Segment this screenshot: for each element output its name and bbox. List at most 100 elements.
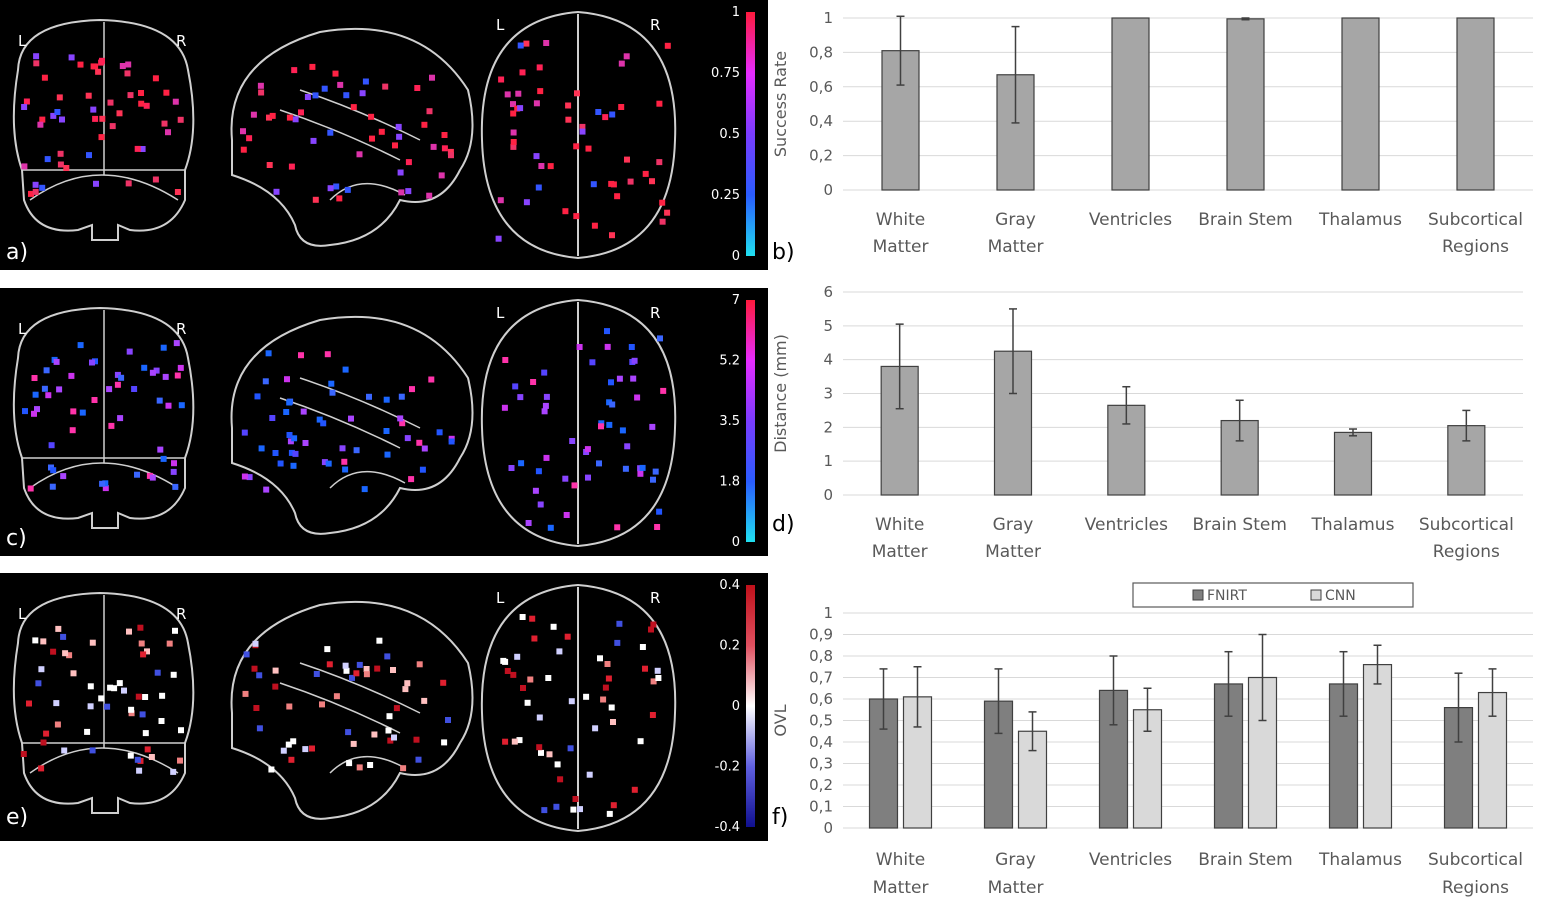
dot-marker	[292, 450, 299, 457]
dot-marker	[656, 159, 663, 166]
dot-marker	[134, 471, 140, 478]
dot-marker	[240, 128, 246, 135]
dot-marker	[291, 67, 298, 74]
dot-marker	[342, 366, 349, 373]
sagittal-outline	[230, 315, 474, 535]
dot-marker	[87, 683, 94, 690]
dot-marker	[659, 199, 666, 206]
dot-marker	[508, 465, 515, 471]
dot-marker	[70, 408, 77, 415]
dot-marker	[56, 386, 63, 393]
dot-marker	[600, 696, 607, 703]
category-label: Thalamus	[1318, 850, 1402, 870]
dot-marker	[39, 184, 46, 191]
dot-marker	[619, 427, 626, 434]
dot-marker	[510, 671, 517, 678]
dot-marker	[598, 420, 605, 427]
dot-marker	[77, 61, 84, 68]
dot-marker	[631, 357, 638, 364]
dot-marker	[353, 447, 360, 454]
dot-marker	[623, 53, 630, 60]
dot-marker	[532, 487, 539, 494]
legend-swatch	[1192, 589, 1204, 601]
dot-marker	[142, 730, 149, 737]
sagittal-lines	[279, 377, 421, 489]
coronal-outline	[12, 18, 195, 241]
dot-marker	[302, 440, 309, 446]
category-label: White	[875, 515, 924, 535]
dot-marker	[445, 717, 451, 723]
dot-marker	[627, 178, 634, 185]
dot-marker	[33, 53, 40, 60]
dot-marker	[77, 342, 84, 349]
dot-marker	[598, 423, 604, 430]
dot-marker	[608, 379, 614, 386]
dot-marker	[520, 685, 526, 691]
dot-marker	[152, 75, 159, 82]
dot-marker	[117, 415, 124, 422]
dot-marker	[98, 695, 105, 702]
dot-marker	[149, 369, 156, 376]
dot-marker	[538, 163, 545, 169]
dot-marker	[291, 435, 298, 442]
dot-marker	[250, 111, 257, 118]
sagittal-outline	[230, 600, 474, 820]
dot-marker	[550, 623, 557, 630]
dot-marker	[144, 746, 151, 753]
dot-marker	[252, 640, 259, 647]
category-label: Brain Stem	[1198, 210, 1292, 230]
dot-marker	[577, 806, 583, 813]
dot-marker	[655, 675, 662, 681]
y-tick-label: 0,9	[809, 626, 833, 644]
dot-marker	[630, 375, 637, 382]
dot-marker	[408, 476, 415, 483]
dot-marker	[92, 115, 99, 122]
dot-marker	[387, 737, 394, 744]
dot-marker	[438, 172, 445, 179]
category-label: Matter	[985, 542, 1041, 562]
dot-marker	[309, 63, 316, 70]
dot-marker	[602, 684, 609, 691]
dot-marker	[664, 42, 671, 49]
dot-marker	[55, 625, 62, 632]
dot-marker	[535, 184, 542, 191]
dot-marker	[241, 429, 248, 436]
dot-marker	[660, 387, 667, 394]
dot-marker	[35, 680, 42, 687]
dot-marker	[90, 63, 97, 70]
dot-marker	[614, 193, 621, 200]
bar	[1226, 18, 1265, 191]
dot-marker	[543, 454, 550, 461]
dot-marker	[62, 650, 69, 657]
dot-marker	[178, 402, 185, 409]
brain-outlines	[12, 298, 677, 548]
colorbar-tick-label: 0.25	[711, 188, 740, 203]
axial-left-label: L	[496, 16, 505, 34]
dot-marker	[426, 108, 433, 115]
dot-marker	[393, 705, 400, 712]
panel-letter-a: a)	[6, 240, 29, 265]
dot-marker	[429, 74, 435, 81]
dot-marker	[571, 482, 578, 489]
dot-marker	[529, 615, 536, 622]
dot-marker	[86, 152, 92, 159]
dot-marker	[170, 468, 177, 475]
dot-marker	[416, 661, 423, 668]
dot-marker	[648, 626, 654, 633]
dot-marker	[288, 163, 295, 170]
y-tick-label: 0,8	[809, 647, 833, 665]
dot-marker	[537, 88, 544, 95]
dot-marker	[583, 693, 590, 700]
dot-marker	[654, 667, 661, 674]
dot-marker	[536, 64, 543, 71]
dot-marker	[353, 670, 360, 677]
dot-marker	[91, 397, 98, 403]
dot-marker	[609, 111, 616, 118]
dot-marker	[371, 731, 378, 738]
dot-marker	[519, 69, 526, 76]
dot-marker	[134, 756, 141, 763]
dot-marker	[517, 394, 524, 401]
dot-marker	[68, 54, 75, 61]
dot-marker	[567, 745, 574, 752]
dot-marker	[272, 683, 279, 690]
